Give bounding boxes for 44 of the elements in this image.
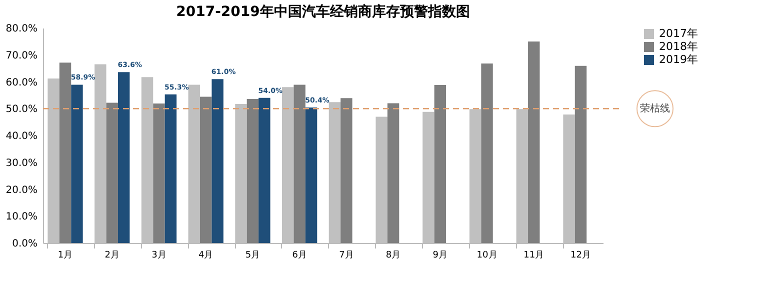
- y-tick-label: 80.0%: [6, 24, 38, 34]
- bar: [59, 62, 72, 243]
- y-tick-label: 20.0%: [6, 184, 38, 196]
- bar: [153, 104, 165, 243]
- bar: [164, 94, 177, 243]
- y-tick-label: 70.0%: [6, 50, 38, 62]
- x-tick-label: 10月: [476, 250, 498, 260]
- x-tick-label: 9月: [432, 250, 448, 260]
- legend-label: 2019年: [659, 53, 698, 66]
- bar: [71, 84, 83, 243]
- bar: [294, 84, 306, 243]
- x-tick-label: 11月: [524, 250, 544, 260]
- x-tick-label: 2月: [104, 250, 120, 260]
- legend-label: 2018年: [659, 40, 698, 53]
- x-tick-label: 5月: [245, 250, 260, 260]
- bar: [434, 84, 446, 243]
- bar: [528, 41, 540, 243]
- bar: [106, 102, 118, 243]
- y-tick-label: 40.0%: [6, 131, 38, 142]
- y-tick-label: 60.0%: [6, 77, 38, 88]
- x-tick-label: 3月: [152, 250, 166, 260]
- bar: [574, 66, 587, 243]
- bar: [305, 108, 318, 243]
- y-tick-label: 10.0%: [6, 212, 38, 223]
- x-tick-label: 1月: [58, 250, 73, 260]
- y-tick-label: 50.0%: [6, 104, 38, 116]
- chart-title: 2017-2019年中国汽车经销商库存预警指数图: [176, 3, 470, 20]
- y-tick-label: 0.0%: [12, 238, 38, 250]
- bar: [246, 98, 259, 243]
- bar: [200, 96, 212, 243]
- bar: [212, 79, 224, 243]
- bar: [258, 98, 270, 243]
- x-tick-label: 12月: [570, 250, 591, 260]
- legend-label: 2017年: [659, 27, 698, 40]
- x-tick-label: 4月: [198, 250, 214, 260]
- bar: [340, 98, 352, 243]
- bar: [481, 63, 493, 243]
- x-tick-label: 8月: [386, 250, 401, 260]
- bar: [387, 103, 400, 243]
- x-tick-label: 6月: [292, 250, 307, 260]
- y-tick-label: 30.0%: [6, 158, 38, 169]
- x-tick-label: 7月: [339, 250, 354, 260]
- ref-line-label: 荣枯线: [640, 102, 670, 115]
- bar: [118, 72, 130, 243]
